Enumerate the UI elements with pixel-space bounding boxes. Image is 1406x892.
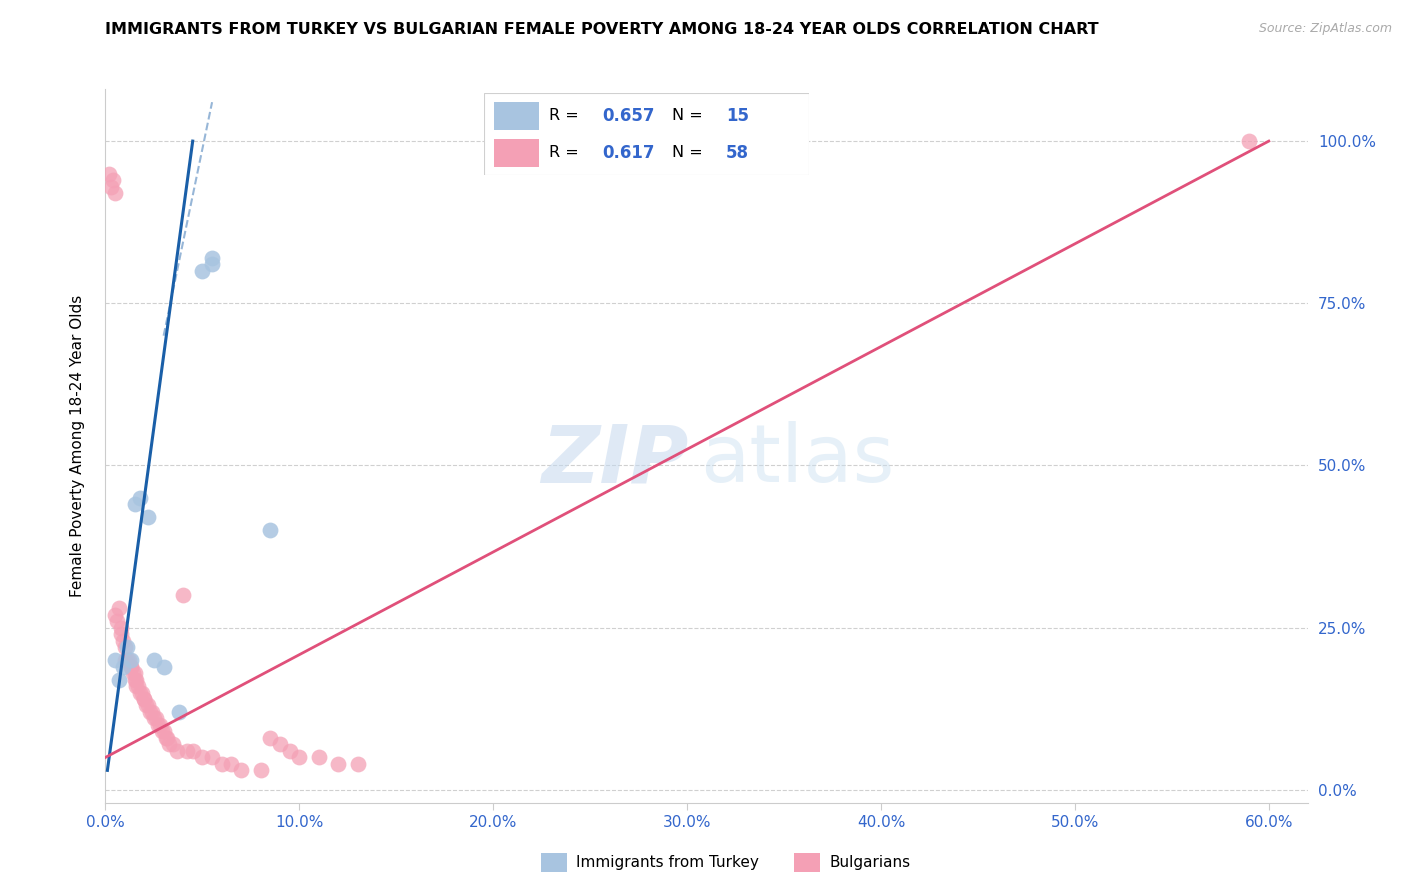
Point <box>124 497 146 511</box>
Point <box>121 666 143 681</box>
Point <box>108 601 131 615</box>
Point <box>156 731 179 745</box>
Point <box>249 764 271 778</box>
Point <box>191 264 214 278</box>
Point <box>129 491 152 505</box>
Point <box>159 738 181 752</box>
Point <box>131 685 153 699</box>
Point <box>100 179 122 194</box>
Point <box>110 621 132 635</box>
Point <box>150 724 173 739</box>
Point <box>176 744 198 758</box>
Point <box>134 692 156 706</box>
Point <box>1239 134 1261 148</box>
Point <box>211 756 233 771</box>
Point <box>155 731 177 745</box>
Point <box>108 673 131 687</box>
Point <box>259 731 281 745</box>
Point <box>231 764 253 778</box>
Point <box>278 744 301 758</box>
Point <box>127 679 149 693</box>
Point <box>146 718 169 732</box>
Point <box>120 653 142 667</box>
Point <box>136 510 159 524</box>
Point <box>135 698 157 713</box>
Point <box>201 251 224 265</box>
Point <box>201 257 224 271</box>
Point <box>201 750 224 764</box>
Point <box>346 756 368 771</box>
Point <box>181 744 204 758</box>
Point <box>98 167 121 181</box>
Text: Source: ZipAtlas.com: Source: ZipAtlas.com <box>1258 22 1392 36</box>
Point <box>118 653 141 667</box>
Point <box>145 711 167 725</box>
Point <box>221 756 243 771</box>
Point <box>141 705 163 719</box>
Y-axis label: Female Poverty Among 18-24 Year Olds: Female Poverty Among 18-24 Year Olds <box>70 295 84 597</box>
Point <box>120 659 142 673</box>
Point <box>104 607 127 622</box>
Point <box>134 692 156 706</box>
Point <box>104 653 127 667</box>
Point <box>111 659 134 673</box>
Point <box>308 750 330 764</box>
Text: ZIP: ZIP <box>541 421 689 500</box>
Text: atlas: atlas <box>700 421 894 500</box>
Text: Bulgarians: Bulgarians <box>830 855 911 870</box>
Text: Immigrants from Turkey: Immigrants from Turkey <box>576 855 759 870</box>
Point <box>139 705 162 719</box>
Point <box>162 738 184 752</box>
Point <box>167 705 190 719</box>
Point <box>125 679 148 693</box>
Point <box>125 673 148 687</box>
Point <box>259 524 281 538</box>
Point <box>149 718 172 732</box>
Point <box>326 756 349 771</box>
Point <box>115 653 138 667</box>
Text: IMMIGRANTS FROM TURKEY VS BULGARIAN FEMALE POVERTY AMONG 18-24 YEAR OLDS CORRELA: IMMIGRANTS FROM TURKEY VS BULGARIAN FEMA… <box>105 22 1099 37</box>
Point <box>103 173 125 187</box>
Point <box>104 186 127 200</box>
Point <box>129 685 152 699</box>
Point <box>142 711 165 725</box>
Point <box>191 750 214 764</box>
Point <box>166 744 188 758</box>
Point <box>110 627 132 641</box>
Point <box>105 614 128 628</box>
Point <box>114 653 136 667</box>
Point <box>136 698 159 713</box>
Point <box>152 659 174 673</box>
Point <box>111 633 134 648</box>
Point <box>124 673 146 687</box>
Point <box>172 588 194 602</box>
Point <box>115 640 138 654</box>
Point <box>269 738 291 752</box>
Point <box>288 750 311 764</box>
Point <box>142 653 165 667</box>
Point <box>152 724 174 739</box>
Point <box>120 659 142 673</box>
Point <box>114 640 136 654</box>
Point <box>124 666 146 681</box>
